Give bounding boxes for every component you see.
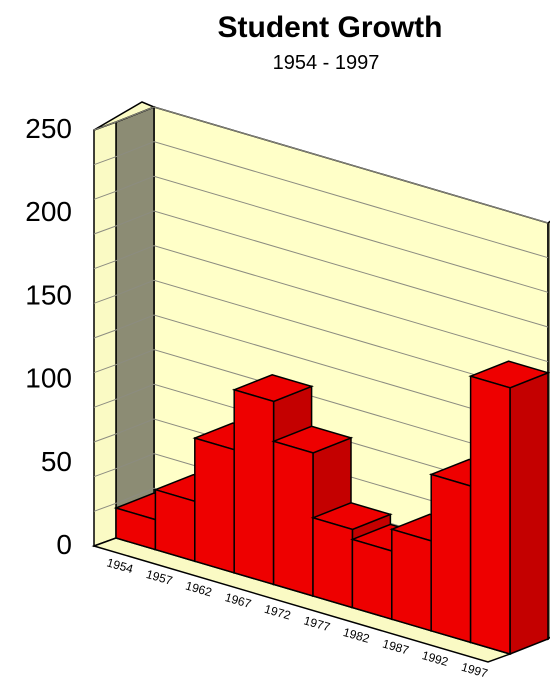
- gridline: [93, 349, 549, 467]
- y-tick-label: 100: [25, 363, 72, 394]
- x-tick-label: 1982: [342, 625, 372, 646]
- bar-front: [351, 538, 393, 621]
- bar-front: [154, 488, 196, 563]
- x-tick-label: 1967: [223, 590, 253, 611]
- x-tick-label: 1987: [381, 637, 411, 658]
- y-tick-label: 0: [56, 529, 72, 560]
- gridlines: [93, 106, 549, 605]
- x-tick-label: 1997: [460, 660, 490, 681]
- x-tick-label: 1972: [263, 602, 293, 623]
- y-axis-ticks: 0 50 100 150 200 250: [25, 113, 72, 560]
- x-tick-label: 1992: [420, 648, 450, 669]
- x-tick-label: 1977: [302, 613, 332, 634]
- x-tick-label: 1962: [184, 579, 214, 600]
- gridline: [93, 106, 549, 224]
- y-tick-label: 250: [25, 113, 72, 144]
- bar-front: [272, 440, 314, 598]
- gridline: [93, 141, 549, 259]
- bars: [113, 360, 550, 656]
- y-tick-label: 200: [25, 196, 72, 227]
- x-tick-label: 1954: [105, 555, 135, 576]
- y-tick-label: 150: [25, 279, 72, 310]
- bar: [468, 360, 550, 656]
- bar-front: [430, 473, 472, 644]
- bar-front: [469, 375, 511, 656]
- gridline: [93, 279, 549, 397]
- gridline: [93, 245, 549, 363]
- chart-title: Student Growth: [218, 11, 443, 44]
- gridline: [93, 314, 549, 432]
- bar-front: [391, 528, 432, 632]
- bar-front: [312, 516, 354, 609]
- bar-front: [233, 388, 275, 586]
- bar-front: [194, 437, 235, 574]
- gridline: [93, 210, 549, 328]
- chart-subtitle: 1954 - 1997: [273, 52, 380, 74]
- gridline: [93, 175, 549, 293]
- y-tick-label: 50: [41, 446, 72, 477]
- x-tick-label: 1957: [145, 567, 175, 588]
- bar-side: [509, 371, 549, 656]
